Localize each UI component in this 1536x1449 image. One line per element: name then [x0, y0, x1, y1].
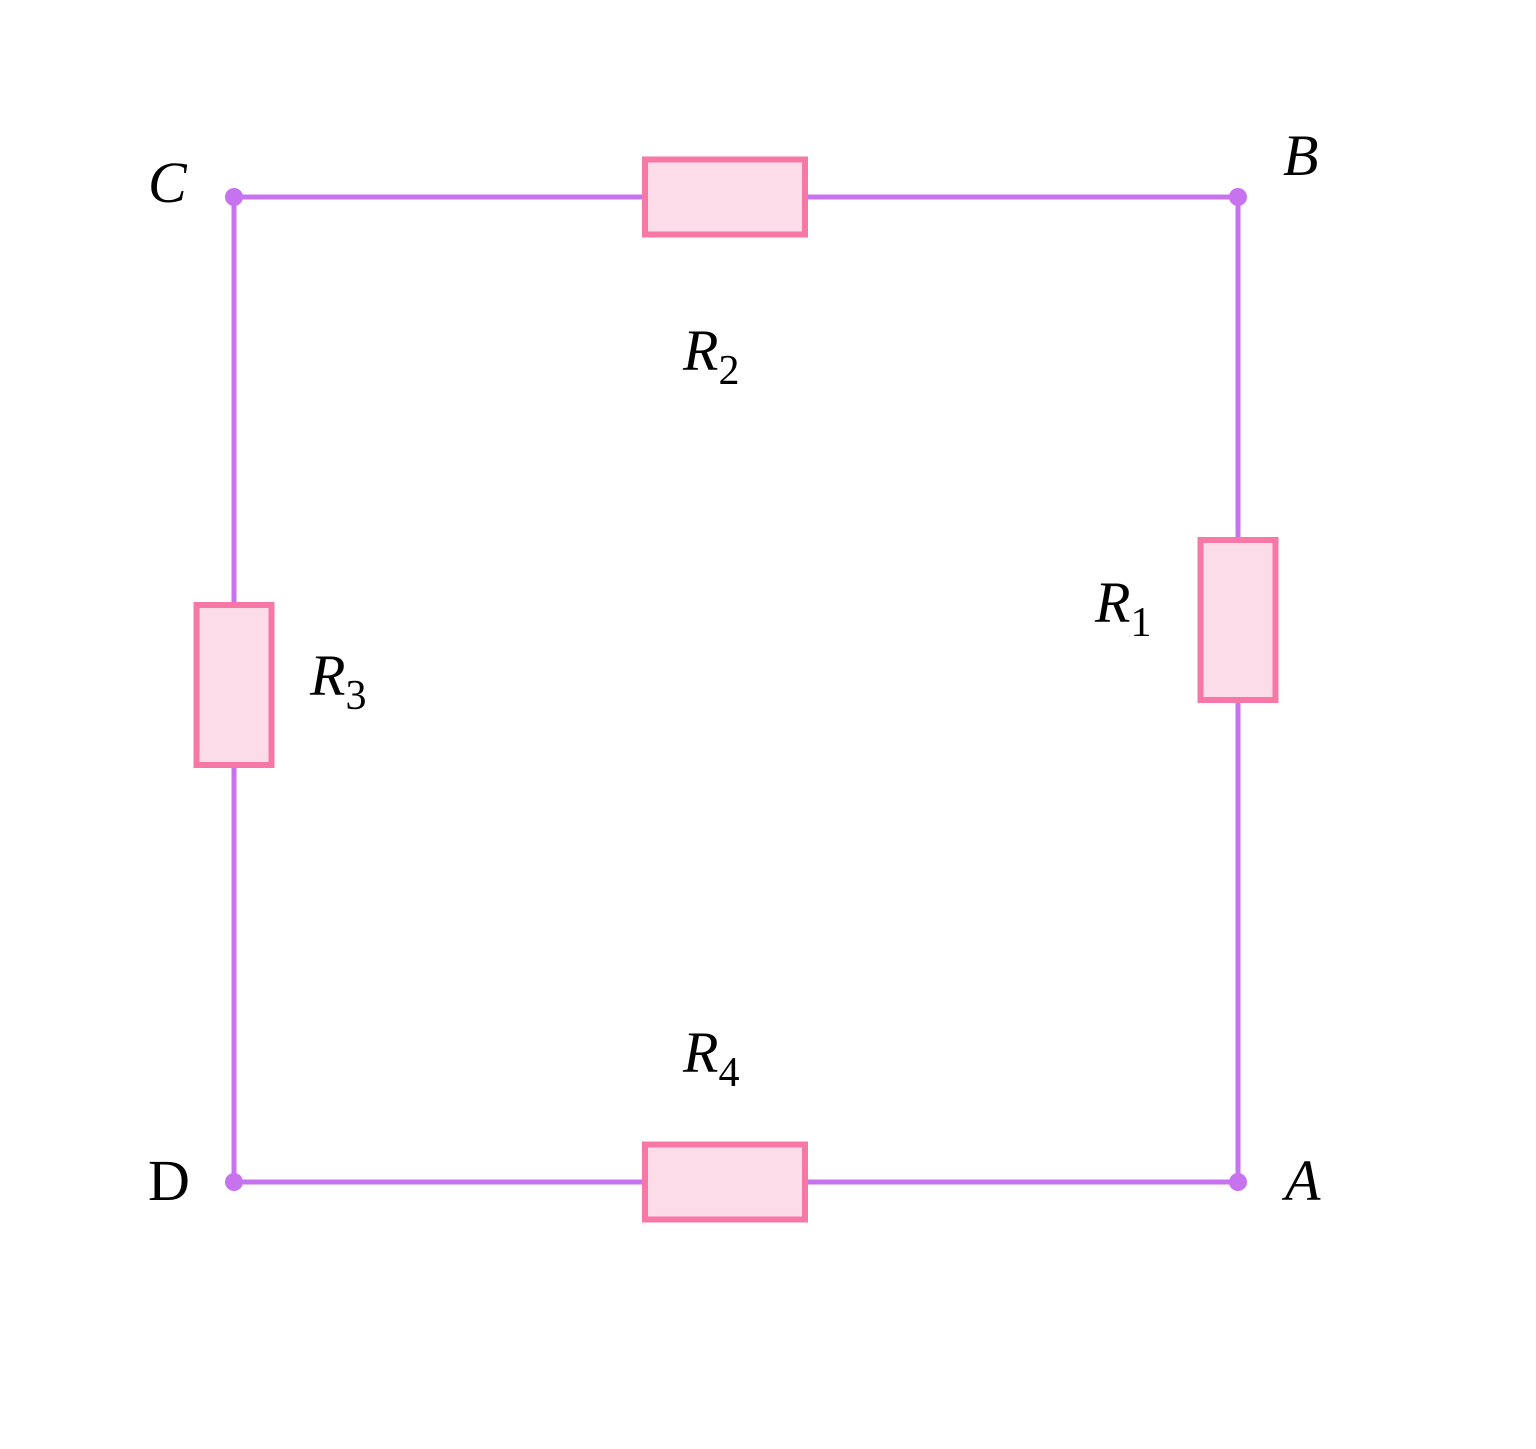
node-b	[1229, 188, 1247, 206]
r3-resistor	[197, 605, 272, 765]
node-label-c: C	[148, 150, 188, 215]
r4-resistor	[645, 1145, 805, 1220]
node-label-a: A	[1281, 1148, 1321, 1213]
node-d	[225, 1173, 243, 1191]
node-label-d: D	[148, 1148, 190, 1213]
r1-resistor	[1201, 540, 1276, 700]
r2-resistor	[645, 160, 805, 235]
node-label-b: B	[1283, 123, 1318, 188]
node-c	[225, 188, 243, 206]
node-a	[1229, 1173, 1247, 1191]
circuit-diagram: R1R2R3R4ABCD	[0, 0, 1536, 1449]
